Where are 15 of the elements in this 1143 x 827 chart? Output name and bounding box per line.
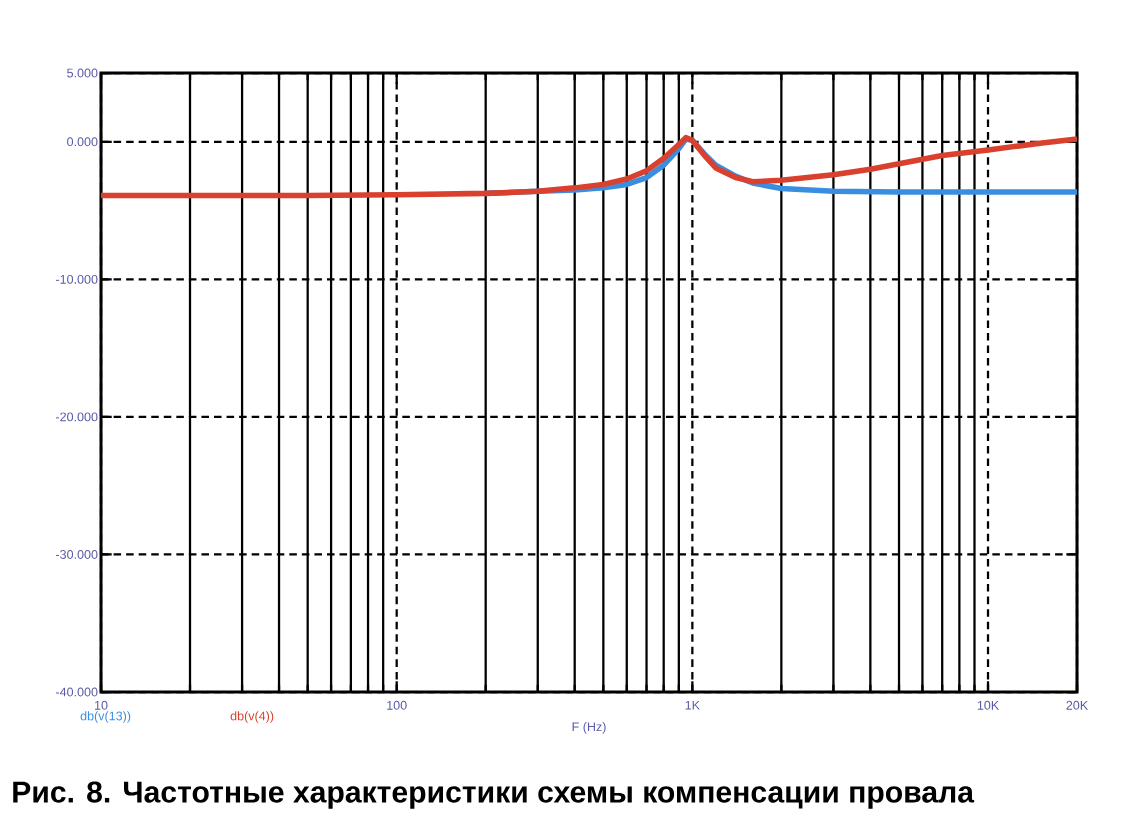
y-tick-label: -20.000 (55, 412, 98, 422)
y-tick-label: 5.000 (67, 68, 98, 78)
x-tick-label: 100 (387, 700, 407, 710)
text: db(v(4)) (230, 711, 274, 723)
x-tick-label: 10 (94, 700, 108, 710)
x-tick-label: 1K (685, 700, 700, 710)
text: Рис. 8. Частотные характеристики схемы компенсации провала (13, 781, 975, 809)
y-tick-label: 0.000 (67, 137, 98, 147)
text: db(v(13)) (80, 711, 131, 723)
y-tick-label: -10.000 (55, 274, 98, 284)
y-tick-label: -40.000 (55, 687, 98, 697)
x-tick-label: 20K (1066, 700, 1089, 710)
x-tick-label: 10K (977, 700, 1000, 710)
y-tick-label: -30.000 (55, 549, 98, 559)
x-axis-title: F (Hz) (572, 721, 606, 734)
